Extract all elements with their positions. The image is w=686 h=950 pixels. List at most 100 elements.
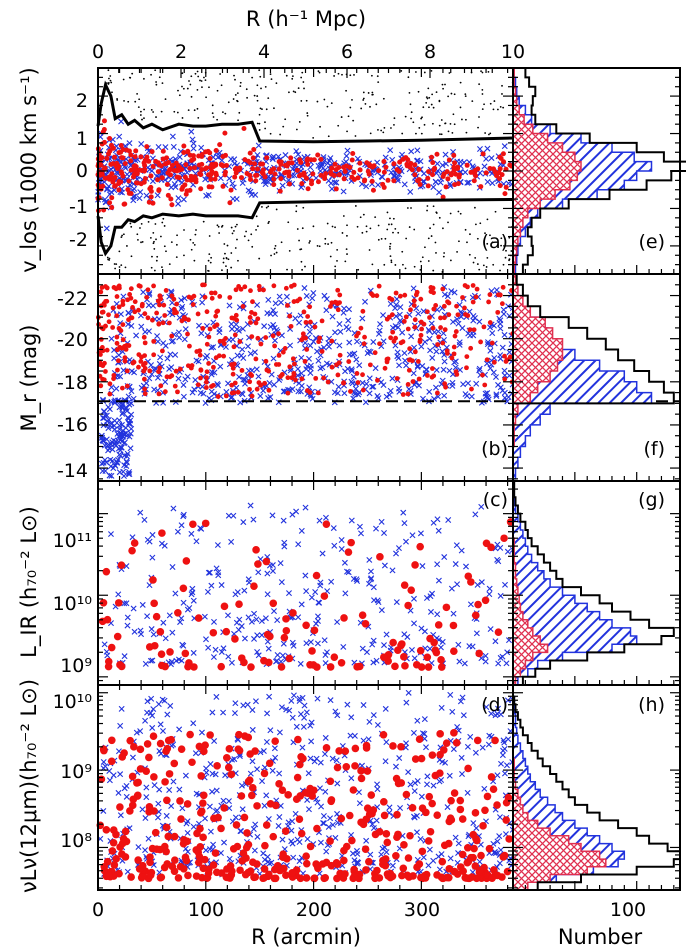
member-cross <box>237 399 244 406</box>
nonmember-point <box>301 227 304 230</box>
nonmember-point <box>449 259 452 262</box>
member-cross <box>447 691 454 698</box>
member-cross <box>336 320 343 327</box>
member-cross <box>199 299 206 306</box>
member-dot <box>155 298 161 304</box>
member-dot <box>468 345 474 351</box>
member-dot <box>102 175 108 181</box>
member-cross <box>220 709 227 716</box>
member-dot <box>417 337 423 343</box>
nonmember-point <box>153 269 156 272</box>
member-dot <box>260 167 266 173</box>
member-cross <box>198 729 205 736</box>
member-dot <box>497 183 503 189</box>
member-dot <box>335 372 341 378</box>
member-cross <box>190 823 197 830</box>
member-dot <box>464 354 470 359</box>
member-dot <box>166 320 172 326</box>
nonmember-point <box>261 108 263 111</box>
member-dot <box>197 807 206 816</box>
member-dot <box>161 662 169 671</box>
member-cross <box>279 652 286 659</box>
member-dot <box>479 822 487 830</box>
member-dot <box>233 842 242 851</box>
member-dot <box>415 359 421 364</box>
member-cross <box>482 658 489 665</box>
member-dot <box>104 347 110 353</box>
member-dot <box>164 832 173 841</box>
member-dot <box>428 799 436 808</box>
member-cross <box>506 349 513 356</box>
member-dot <box>260 656 268 665</box>
panel-label-b: (b) <box>481 438 508 460</box>
nonmember-point <box>150 73 152 76</box>
member-dot <box>351 169 357 175</box>
member-dot <box>217 142 223 148</box>
member-cross <box>271 608 278 615</box>
member-dot <box>471 809 480 817</box>
nonmember-point <box>324 242 327 245</box>
member-cross <box>459 694 466 701</box>
member-dot <box>262 174 268 180</box>
member-dot <box>256 380 262 386</box>
member-cross <box>101 412 108 419</box>
nonmember-point <box>217 225 220 228</box>
nonmember-point <box>346 224 348 227</box>
member-cross <box>174 528 181 535</box>
nonmember-point <box>434 241 437 244</box>
member-cross <box>164 355 171 362</box>
member-dot <box>263 630 272 639</box>
nonmember-point <box>296 228 299 230</box>
member-cross <box>117 311 124 318</box>
member-dot <box>391 161 397 167</box>
member-dot <box>438 857 447 866</box>
member-cross <box>293 723 300 730</box>
member-dot <box>198 186 204 192</box>
member-cross <box>121 430 128 437</box>
ylabel-d: νLν(12μm)(h₇₀⁻² L⊙) <box>17 679 41 893</box>
member-cross <box>271 337 278 344</box>
member-cross <box>359 315 366 322</box>
member-dot <box>142 167 148 173</box>
member-dot <box>260 769 269 778</box>
nonmember-point <box>237 119 239 122</box>
member-dot <box>285 390 291 396</box>
member-cross <box>120 293 127 300</box>
nonmember-point <box>393 117 396 120</box>
member-cross <box>484 145 491 152</box>
member-dot <box>408 307 413 313</box>
nonmember-point <box>408 91 411 94</box>
nonmember-point <box>426 205 429 207</box>
member-dot <box>434 151 440 157</box>
member-cross <box>353 847 360 854</box>
member-dot <box>151 338 157 344</box>
member-dot <box>271 166 277 172</box>
nonmember-point <box>334 226 336 229</box>
nonmember-point <box>302 206 305 209</box>
member-cross <box>506 372 513 379</box>
member-cross <box>346 351 353 358</box>
member-cross <box>348 832 355 838</box>
member-dot <box>160 148 166 154</box>
member-dot <box>103 615 112 624</box>
member-cross <box>454 581 461 588</box>
member-dot <box>209 295 215 301</box>
nonmember-point <box>362 91 365 94</box>
nonmember-point <box>329 255 332 258</box>
member-cross <box>383 739 390 746</box>
nonmember-point <box>425 96 428 99</box>
member-cross <box>320 820 326 827</box>
member-dot <box>151 828 160 837</box>
member-dot <box>383 838 392 847</box>
member-cross <box>294 365 301 372</box>
member-cross <box>403 740 410 747</box>
member-dot <box>458 850 467 859</box>
nonmember-point <box>196 107 199 110</box>
nonmember-point <box>306 114 309 117</box>
member-cross <box>130 605 137 612</box>
member-cross <box>341 390 348 397</box>
member-cross <box>254 766 261 773</box>
member-cross <box>461 660 468 667</box>
nonmember-point <box>280 241 283 244</box>
member-dot <box>370 164 376 170</box>
